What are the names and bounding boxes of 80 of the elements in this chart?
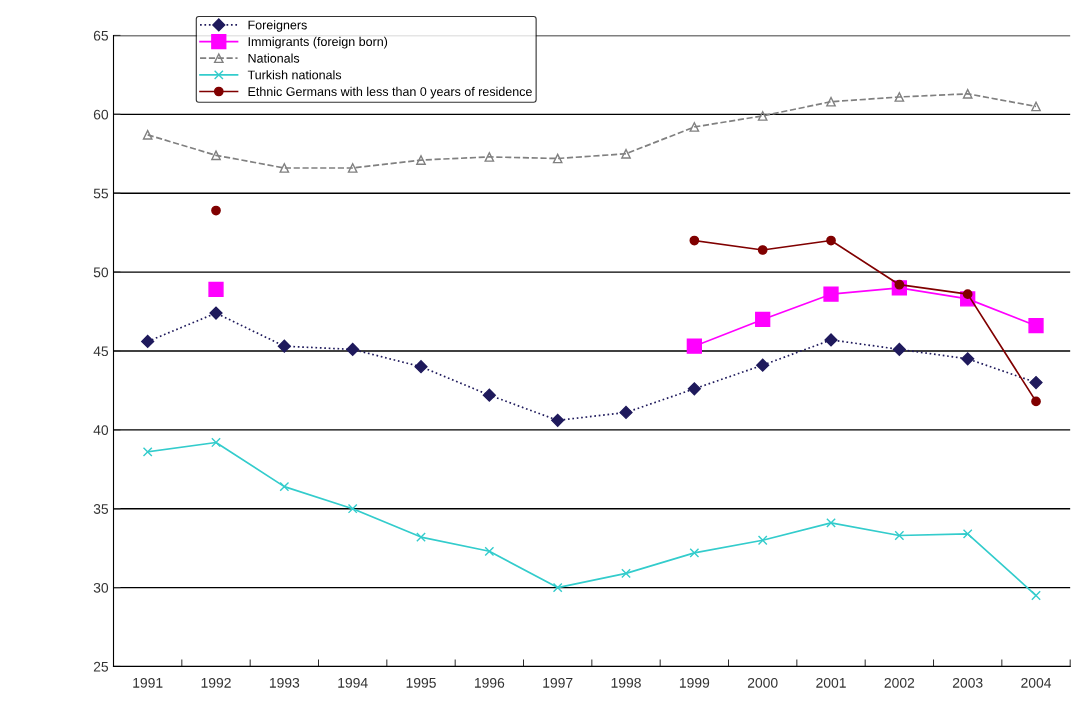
x-tick-label: 2002 (884, 677, 915, 688)
point (961, 352, 975, 366)
point (824, 333, 838, 347)
point (347, 163, 358, 173)
point (826, 518, 836, 528)
x-tick-label: 1993 (269, 677, 300, 688)
point (346, 342, 360, 356)
point (211, 205, 221, 216)
point (892, 342, 906, 356)
point (686, 338, 702, 354)
point (208, 281, 224, 298)
point (552, 582, 563, 593)
legend-label: Nationals (248, 53, 300, 63)
point (1029, 375, 1043, 390)
point (416, 155, 426, 165)
x-tick-label: 1995 (406, 677, 436, 688)
point (347, 503, 358, 514)
y-tick-label: 65 (93, 30, 109, 41)
point (211, 150, 221, 161)
x-tick-label: 2000 (747, 677, 778, 688)
x-tick-label: 1996 (474, 677, 505, 688)
y-tick-label: 50 (93, 267, 109, 278)
x-tick-label: 1994 (338, 677, 368, 688)
x-tick-label: 1997 (543, 677, 573, 688)
point (416, 532, 426, 542)
point (209, 306, 223, 320)
point (689, 548, 700, 558)
x-tick-label: 1998 (611, 677, 641, 688)
y-tick-label: 55 (93, 188, 109, 199)
point (279, 481, 290, 492)
point (826, 235, 836, 246)
legend-label: Foreigners (248, 20, 307, 32)
x-tick-label: 1999 (679, 677, 710, 688)
point (757, 245, 768, 255)
y-tick-label: 60 (93, 109, 109, 120)
point (552, 153, 563, 164)
y-tick-label: 40 (93, 425, 109, 435)
point (1031, 590, 1041, 601)
point (277, 339, 291, 353)
point (142, 129, 153, 140)
point (141, 334, 155, 349)
x-tick-label: 1991 (133, 677, 163, 688)
point (484, 546, 495, 557)
point (689, 122, 700, 132)
y-tick-label: 35 (93, 504, 109, 514)
point (823, 286, 839, 302)
x-tick-label: 2004 (1021, 677, 1052, 688)
legend-label: Immigrants (foreign born) (248, 36, 388, 49)
point (894, 92, 905, 102)
point (962, 88, 973, 99)
point (826, 96, 836, 107)
point (414, 360, 428, 374)
point (142, 447, 153, 457)
point (756, 358, 770, 372)
point (1031, 101, 1041, 112)
point (484, 152, 495, 162)
point (755, 311, 771, 328)
x-tick-label: 2003 (952, 677, 983, 688)
point (279, 163, 290, 173)
legend-label: Ethnic Germans with less than 0 years of residence (248, 86, 532, 99)
point (482, 388, 496, 402)
y-tick-label: 25 (93, 661, 109, 672)
point (1028, 318, 1044, 334)
point (621, 148, 631, 159)
point (689, 235, 700, 246)
x-tick-label: 1992 (201, 677, 231, 688)
x-tick-label: 2001 (816, 677, 846, 688)
point (757, 535, 768, 546)
point (619, 405, 633, 420)
y-tick-label: 30 (93, 582, 109, 593)
point (1031, 396, 1041, 407)
point (757, 111, 768, 121)
point (962, 529, 973, 539)
point (894, 530, 905, 541)
point (687, 382, 701, 396)
y-tick-label: 45 (93, 346, 109, 357)
point (621, 568, 631, 579)
point (551, 413, 565, 427)
point (211, 437, 221, 448)
legend-label: Turkish nationals (247, 70, 342, 80)
